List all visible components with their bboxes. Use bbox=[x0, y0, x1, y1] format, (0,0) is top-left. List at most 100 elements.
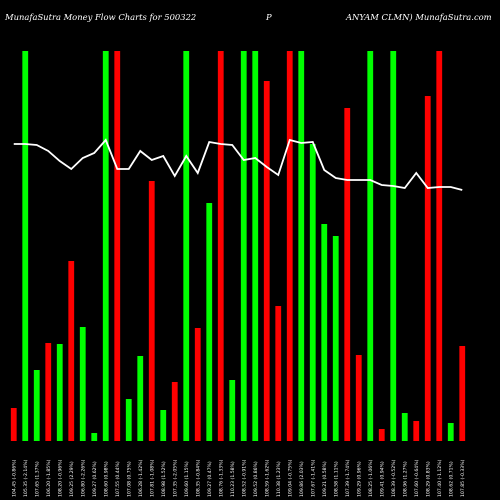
x-tick-label-31: 108.25 (-1.06%) bbox=[368, 459, 374, 497]
chart-title-mid: P bbox=[265, 12, 272, 22]
bar-10 bbox=[125, 399, 132, 441]
bar-17 bbox=[206, 203, 213, 441]
bar-19 bbox=[229, 380, 236, 441]
x-date-label-32: (Wed) 16 Jul 2025 bbox=[380, 458, 386, 499]
x-date-label-1: (Mon) 01 Sep 2025 bbox=[23, 455, 29, 499]
x-tick-label-8: 108.60 (0.98%) bbox=[104, 461, 110, 497]
bar-38 bbox=[447, 423, 454, 441]
x-tick-label-34: 108.96 (1.27%) bbox=[403, 461, 409, 497]
x-tick-label-28: 108.58 (1.11%) bbox=[334, 461, 340, 497]
x-tick-label-26: 107.67 (-1.41%) bbox=[311, 459, 317, 497]
x-date-label-26: (Thu) 24 Jul 2025 bbox=[311, 459, 317, 499]
x-date-label-33: (Tue) 15 Jul 2025 bbox=[391, 460, 397, 499]
x-tick-label-39: 107.85 (-0.33%) bbox=[460, 459, 466, 497]
x-tick-label-11: 106.28 (-1.42%) bbox=[138, 459, 144, 497]
bar-7 bbox=[91, 433, 98, 441]
x-tick-label-16: 108.35 (-0.84%) bbox=[196, 459, 202, 497]
x-tick-label-1: 105.35 (-2.14%) bbox=[23, 459, 29, 497]
x-tick-label-37: 107.40 (-1.12%) bbox=[437, 459, 443, 497]
x-tick-label-35: 107.60 (-0.64%) bbox=[414, 459, 420, 497]
x-date-label-11: (Thu) 14 Aug 2025 bbox=[138, 456, 144, 499]
x-date-label-17: (Wed) 06 Aug 2025 bbox=[207, 454, 213, 499]
x-date-label-7: (Thu) 21 Aug 2025 bbox=[92, 456, 98, 499]
x-date-label-23: (Tue) 29 Jul 2025 bbox=[276, 460, 282, 499]
bar-36 bbox=[424, 96, 431, 441]
x-date-label-0: (Tue) 02 Sep 2025 bbox=[12, 457, 18, 499]
money-flow-line bbox=[13, 138, 463, 191]
bar-11 bbox=[137, 356, 144, 441]
x-date-label-4: (Tue) 26 Aug 2025 bbox=[58, 457, 64, 499]
bar-27 bbox=[321, 224, 328, 441]
x-date-label-36: (Thu) 10 Jul 2025 bbox=[426, 459, 432, 499]
bar-1 bbox=[22, 51, 29, 441]
x-date-label-13: (Tue) 12 Aug 2025 bbox=[161, 457, 167, 499]
bar-26 bbox=[309, 144, 316, 441]
bar-21 bbox=[252, 51, 259, 441]
x-tick-label-19: 110.23 (1.58%) bbox=[230, 461, 236, 497]
x-date-label-14: (Mon) 11 Aug 2025 bbox=[173, 455, 179, 499]
x-tick-label-5: 109.25 (2.29%) bbox=[69, 461, 75, 497]
bar-25 bbox=[298, 51, 305, 441]
bar-4 bbox=[56, 344, 63, 441]
x-date-label-5: (Mon) 25 Aug 2025 bbox=[69, 455, 75, 499]
x-date-label-34: (Mon) 14 Jul 2025 bbox=[403, 458, 409, 499]
x-tick-label-18: 108.76 (-1.33%) bbox=[219, 459, 225, 497]
x-tick-label-13: 108.98 (1.52%) bbox=[161, 461, 167, 497]
x-date-label-29: (Mon) 21 Jul 2025 bbox=[345, 458, 351, 499]
x-date-label-8: (Wed) 20 Aug 2025 bbox=[104, 454, 110, 499]
line-layer bbox=[13, 138, 463, 191]
bar-12 bbox=[148, 181, 155, 441]
bar-8 bbox=[102, 51, 109, 441]
x-tick-label-3: 106.20 (-1.85%) bbox=[46, 459, 52, 497]
x-tick-label-10: 107.08 (0.75%) bbox=[127, 461, 133, 497]
x-date-label-25: (Fri) 25 Jul 2025 bbox=[299, 462, 305, 499]
x-date-label-35: (Fri) 11 Jul 2025 bbox=[414, 462, 420, 499]
x-date-label-39: (Mon) 07 Jul 2025 bbox=[460, 458, 466, 499]
bar-35 bbox=[413, 421, 420, 441]
x-date-label-30: (Fri) 18 Jul 2025 bbox=[357, 462, 363, 499]
x-date-label-15: (Fri) 08 Aug 2025 bbox=[184, 459, 190, 499]
x-tick-label-14: 107.35 (-2.05%) bbox=[173, 459, 179, 497]
x-date-label-19: (Mon) 04 Aug 2025 bbox=[230, 455, 236, 499]
bar-18 bbox=[217, 51, 224, 441]
x-date-label-31: (Thu) 17 Jul 2025 bbox=[368, 459, 374, 499]
bar-30 bbox=[355, 355, 362, 441]
x-tick-label-12: 107.81 (-1.08%) bbox=[150, 459, 156, 497]
x-date-label-22: (Wed) 30 Jul 2025 bbox=[265, 458, 271, 499]
bar-20 bbox=[240, 51, 247, 441]
bar-16 bbox=[194, 328, 201, 441]
bar-6 bbox=[79, 327, 86, 441]
x-tick-label-24: 109.04 (-0.75%) bbox=[288, 459, 294, 497]
x-date-label-20: (Fri) 01 Aug 2025 bbox=[242, 459, 248, 499]
x-tick-label-4: 108.20 (-0.96%) bbox=[58, 459, 64, 497]
x-date-label-9: (Tue) 19 Aug 2025 bbox=[115, 457, 121, 499]
x-tick-label-27: 109.21 (0.58%) bbox=[322, 461, 328, 497]
chart-title-right: ANYAM CLMN) MunafaSutra.com bbox=[345, 12, 492, 22]
x-tick-label-7: 109.27 (0.62%) bbox=[92, 461, 98, 497]
x-date-label-12: (Wed) 13 Aug 2025 bbox=[150, 454, 156, 499]
x-tick-label-29: 107.39 (-1.74%) bbox=[345, 459, 351, 497]
x-tick-label-6: 106.80 (-2.26%) bbox=[81, 459, 87, 497]
x-date-label-38: (Tue) 08 Jul 2025 bbox=[449, 460, 455, 499]
x-tick-label-9: 107.55 (0.44%) bbox=[115, 461, 121, 497]
x-tick-label-23: 110.38 (1.23%) bbox=[276, 461, 282, 497]
x-date-label-21: (Thu) 31 Jul 2025 bbox=[253, 459, 259, 499]
x-tick-label-30: 109.29 (0.96%) bbox=[357, 461, 363, 497]
chart-title-left: MunafaSutra Money Flow Charts for 500322 bbox=[4, 12, 196, 22]
bar-22 bbox=[263, 81, 270, 441]
x-date-label-28: (Tue) 22 Jul 2025 bbox=[334, 460, 340, 499]
bar-9 bbox=[114, 51, 121, 441]
x-tick-label-38: 108.62 (0.71%) bbox=[449, 461, 455, 497]
bar-39 bbox=[459, 346, 466, 441]
bar-28 bbox=[332, 236, 339, 441]
x-tick-label-17: 109.27 (0.47%) bbox=[207, 461, 213, 497]
x-tick-label-2: 107.65 (1.37%) bbox=[35, 461, 41, 497]
x-tick-label-33: 108.39 (-0.52%) bbox=[391, 459, 397, 497]
bar-31 bbox=[367, 51, 374, 441]
x-date-label-37: (Wed) 09 Jul 2025 bbox=[437, 458, 443, 499]
bar-29 bbox=[344, 108, 351, 441]
bar-0 bbox=[10, 408, 17, 441]
bars-layer bbox=[10, 51, 466, 441]
x-date-label-3: (Thu) 28 Aug 2025 bbox=[46, 456, 52, 499]
